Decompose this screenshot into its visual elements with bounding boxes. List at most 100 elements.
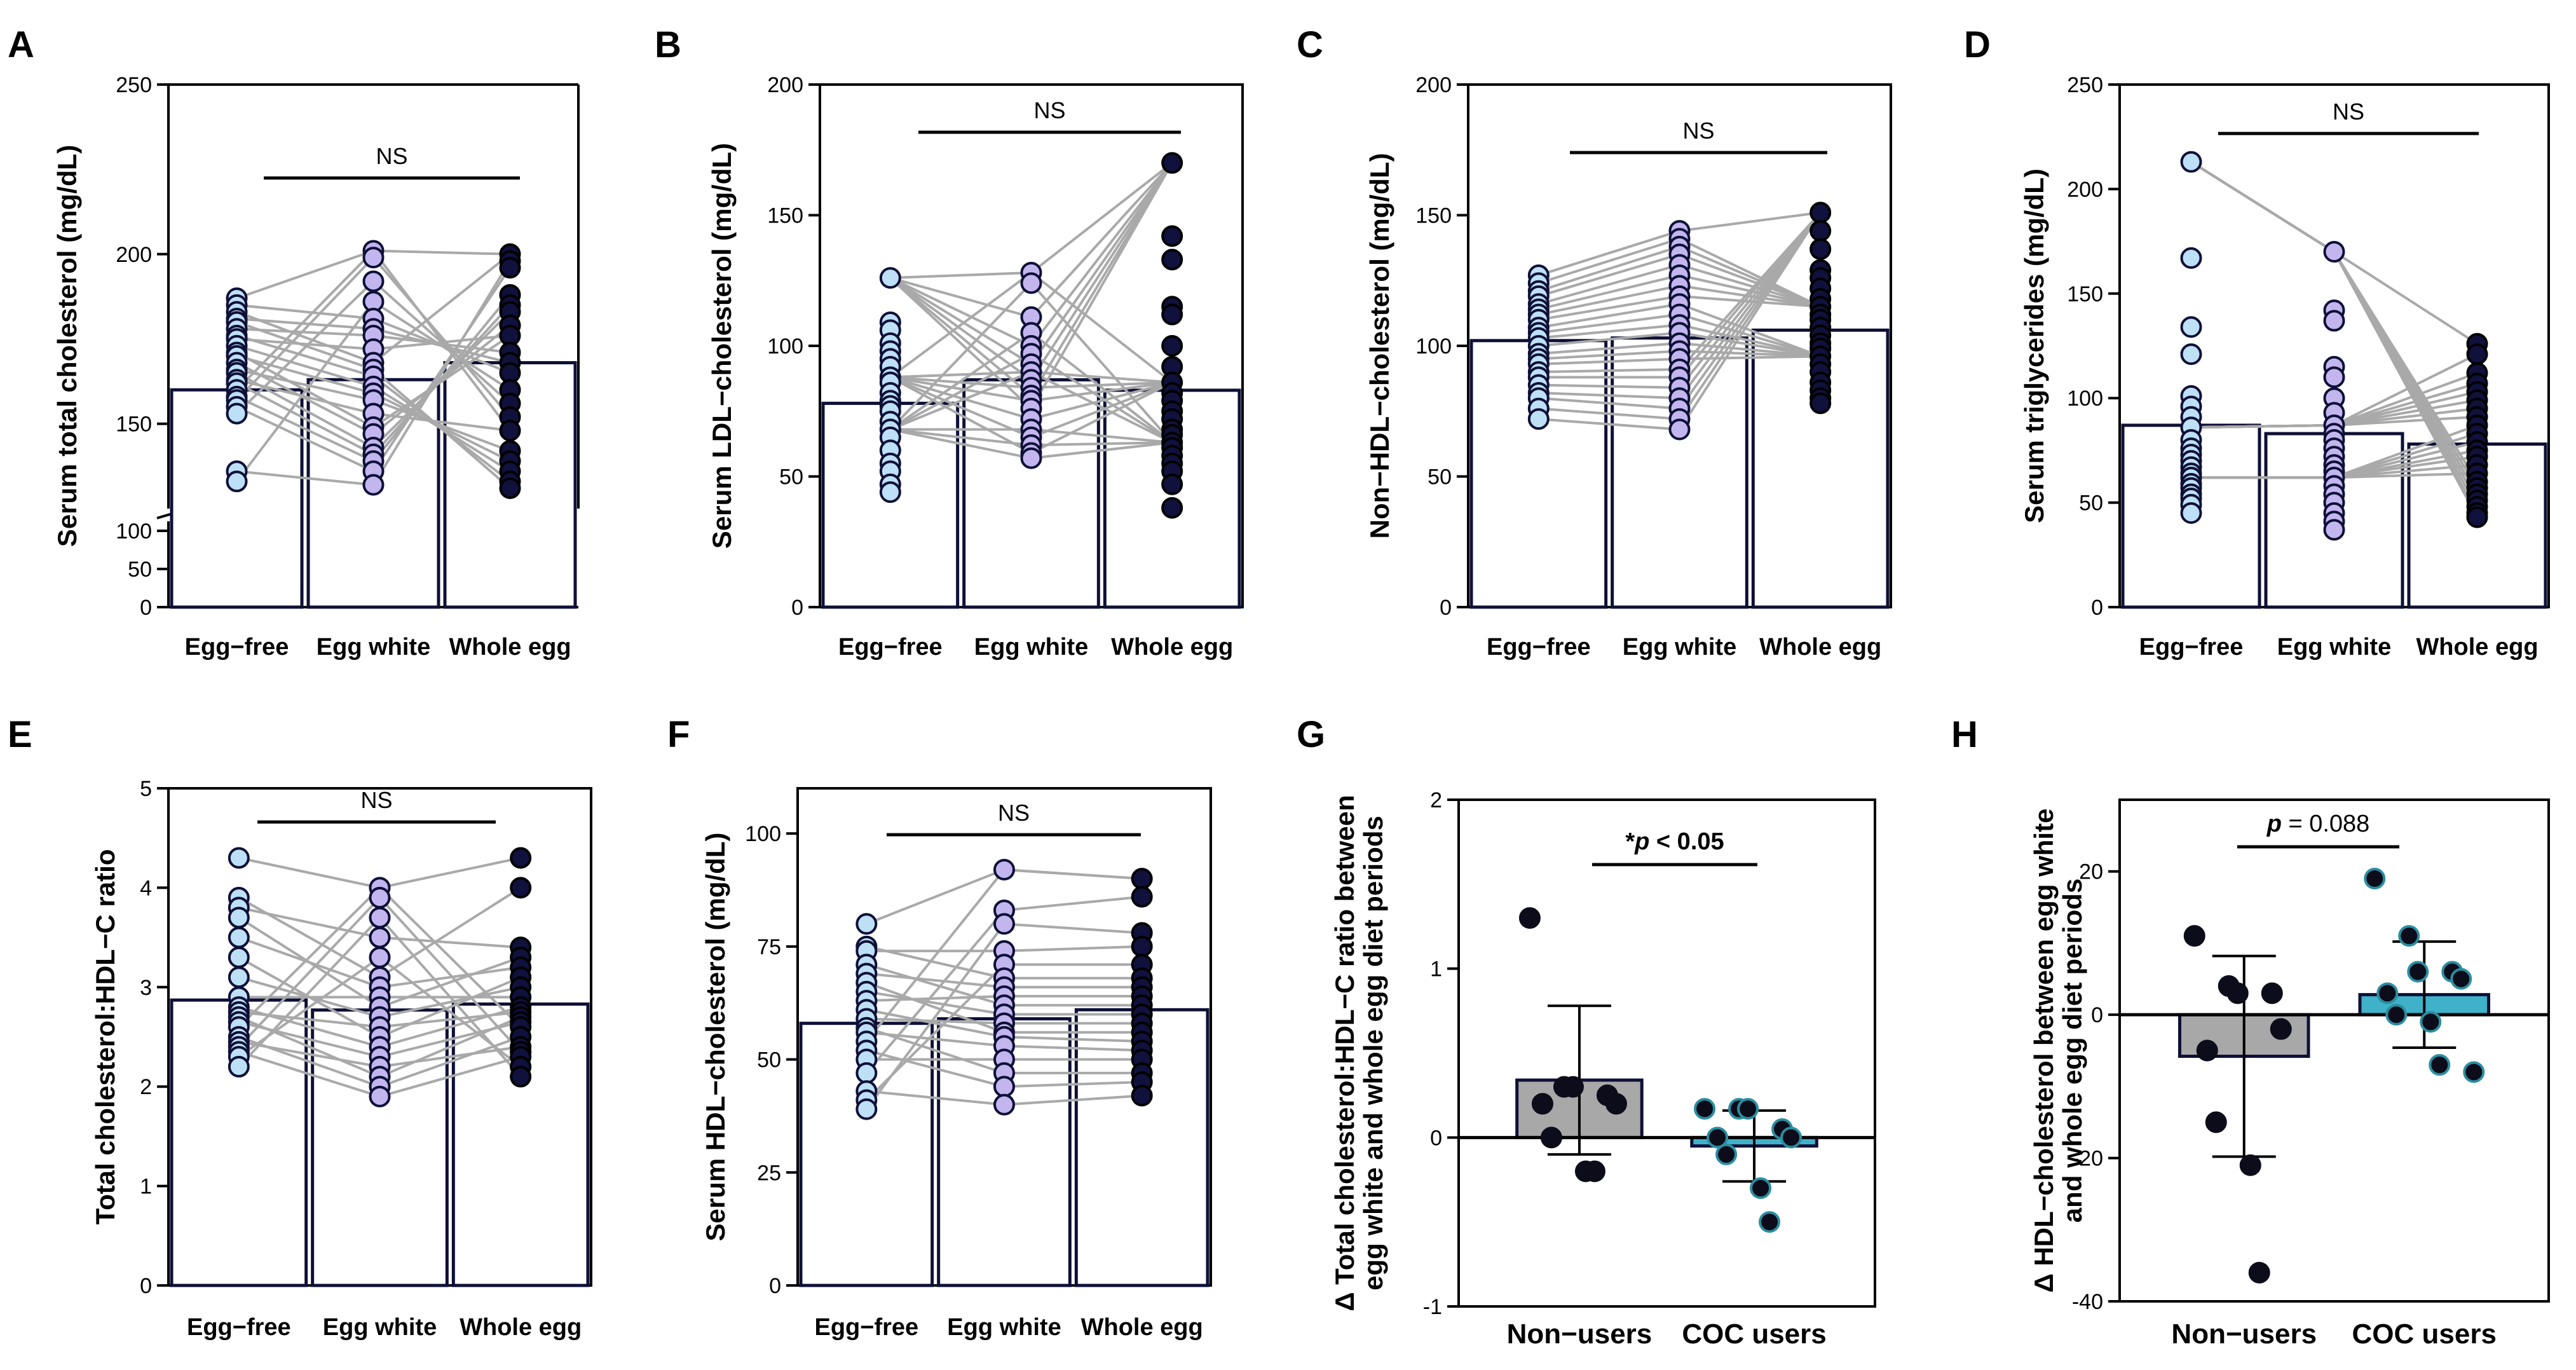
significance-value: < 0.05 <box>1649 828 1724 855</box>
data-point <box>2226 982 2249 1004</box>
x-category-label: Egg−free <box>1487 634 1591 661</box>
data-point <box>2407 961 2429 983</box>
significance-label: NS <box>998 800 1030 826</box>
y-tick-label: 100 <box>745 822 781 846</box>
x-category-label: Non−users <box>2171 1319 2317 1350</box>
data-point <box>2398 925 2420 947</box>
y-tick-label: 200 <box>1415 73 1452 97</box>
subject-connector <box>890 161 1173 319</box>
x-category-label: Egg−free <box>838 634 943 661</box>
data-point <box>1562 1076 1584 1098</box>
data-point <box>2463 1061 2485 1083</box>
axis-break-mark <box>156 512 173 519</box>
data-point <box>2323 310 2345 332</box>
data-point <box>369 907 391 929</box>
data-point <box>362 474 385 496</box>
panel-label: A <box>8 24 34 65</box>
y-axis-label: Serum triglycerides (mg/dL) <box>2019 168 2049 523</box>
y-tick-label: 3 <box>140 976 152 1000</box>
x-category-label: Egg white <box>2277 634 2391 661</box>
y-tick-label: 25 <box>757 1161 781 1185</box>
y-tick-label: 50 <box>1428 465 1452 490</box>
y-tick-label: 150 <box>1415 204 1452 228</box>
panel-label: B <box>655 24 681 65</box>
y-tick-label: 250 <box>116 73 152 97</box>
data-point <box>1583 1160 1605 1182</box>
y-tick-label: 0 <box>140 596 152 620</box>
y-tick-label: 0 <box>2091 1003 2103 1027</box>
x-category-label: COC users <box>2352 1319 2497 1350</box>
data-point <box>2364 867 2386 889</box>
data-point <box>1131 935 1153 957</box>
y-tick-label: 1 <box>140 1175 152 1199</box>
data-point <box>1780 1127 1803 1149</box>
data-point <box>2429 1054 2451 1076</box>
bar-1 <box>799 1022 934 1287</box>
bar-3 <box>1074 1008 1210 1287</box>
y-tick-label: 200 <box>767 73 803 97</box>
data-point <box>1131 868 1153 890</box>
data-point <box>499 257 521 279</box>
y-tick-label: 250 <box>2067 73 2103 97</box>
y-axis-label-line: Δ HDL−cholesterol between egg white <box>2029 809 2059 1293</box>
data-point <box>369 1085 391 1107</box>
data-point <box>1161 152 1183 174</box>
x-category-label: Egg white <box>317 634 430 661</box>
data-point <box>1161 335 1183 357</box>
plot-frame <box>1457 798 1876 1308</box>
x-category-label: COC users <box>1682 1319 1826 1350</box>
x-category-label: Whole egg <box>1081 1314 1203 1341</box>
data-point <box>2450 968 2472 990</box>
panel-e: E 0 1 2 3 4 5 Total cholesterol:HDL−C ratio Egg−… <box>8 714 592 1341</box>
data-point <box>1540 1127 1562 1149</box>
y-tick-label: 150 <box>2067 282 2103 306</box>
x-category-label: Whole egg <box>2416 634 2538 661</box>
y-tick-label: 50 <box>779 465 803 490</box>
significance-label: NS <box>360 787 392 813</box>
data-point <box>2323 366 2345 388</box>
data-point <box>510 847 532 869</box>
significance-p: p <box>1634 828 1649 855</box>
data-point <box>1737 1098 1759 1120</box>
data-point <box>2323 519 2345 541</box>
data-point <box>1161 497 1183 519</box>
y-tick-label: 0 <box>140 1274 152 1298</box>
panel-label: H <box>1951 714 1978 755</box>
x-category-label: Egg white <box>947 1314 1061 1341</box>
data-point <box>228 847 250 869</box>
y-axis-label-line: Δ Total cholesterol:HDL−C ratio between <box>1330 795 1360 1311</box>
data-point <box>2270 1018 2292 1040</box>
y-axis-label-line: and whole egg diet periods <box>2057 879 2087 1223</box>
y-tick-label: 100 <box>116 519 152 544</box>
significance-value: = 0.088 <box>2282 811 2369 837</box>
data-point <box>1131 1085 1153 1107</box>
y-tick-label: -1 <box>1423 1295 1442 1319</box>
y-tick-label: 100 <box>1415 334 1452 359</box>
data-point <box>2180 316 2202 338</box>
data-point <box>2180 247 2202 269</box>
data-point <box>369 946 391 968</box>
x-category-label: Egg white <box>323 1314 437 1341</box>
data-point <box>2466 343 2488 366</box>
x-category-label: Whole egg <box>449 634 571 661</box>
panel-d: D 0 50 100 150 200 250 Serum triglycerides (mg/… <box>1964 24 2550 661</box>
y-axis-label: Serum LDL−cholesterol (mg/dL) <box>707 143 737 549</box>
data-point <box>879 481 901 503</box>
y-axis-label: Serum HDL−cholesterol (mg/dL) <box>700 833 730 1242</box>
data-point <box>2385 1004 2408 1026</box>
data-point <box>993 1093 1015 1116</box>
data-point <box>993 1076 1015 1098</box>
x-category-label: Non−users <box>1507 1319 1653 1350</box>
data-point <box>2261 982 2283 1004</box>
y-axis-label: Total cholesterol:HDL−C ratio <box>90 849 120 1225</box>
data-point <box>1020 447 1042 469</box>
data-point <box>1694 1098 1716 1120</box>
data-point <box>499 477 521 499</box>
y-tick-label: 0 <box>1440 596 1452 620</box>
data-point <box>1809 202 1832 224</box>
data-point <box>1668 418 1691 441</box>
data-point <box>510 877 532 899</box>
data-point <box>226 402 248 425</box>
y-tick-label: 0 <box>791 596 803 620</box>
